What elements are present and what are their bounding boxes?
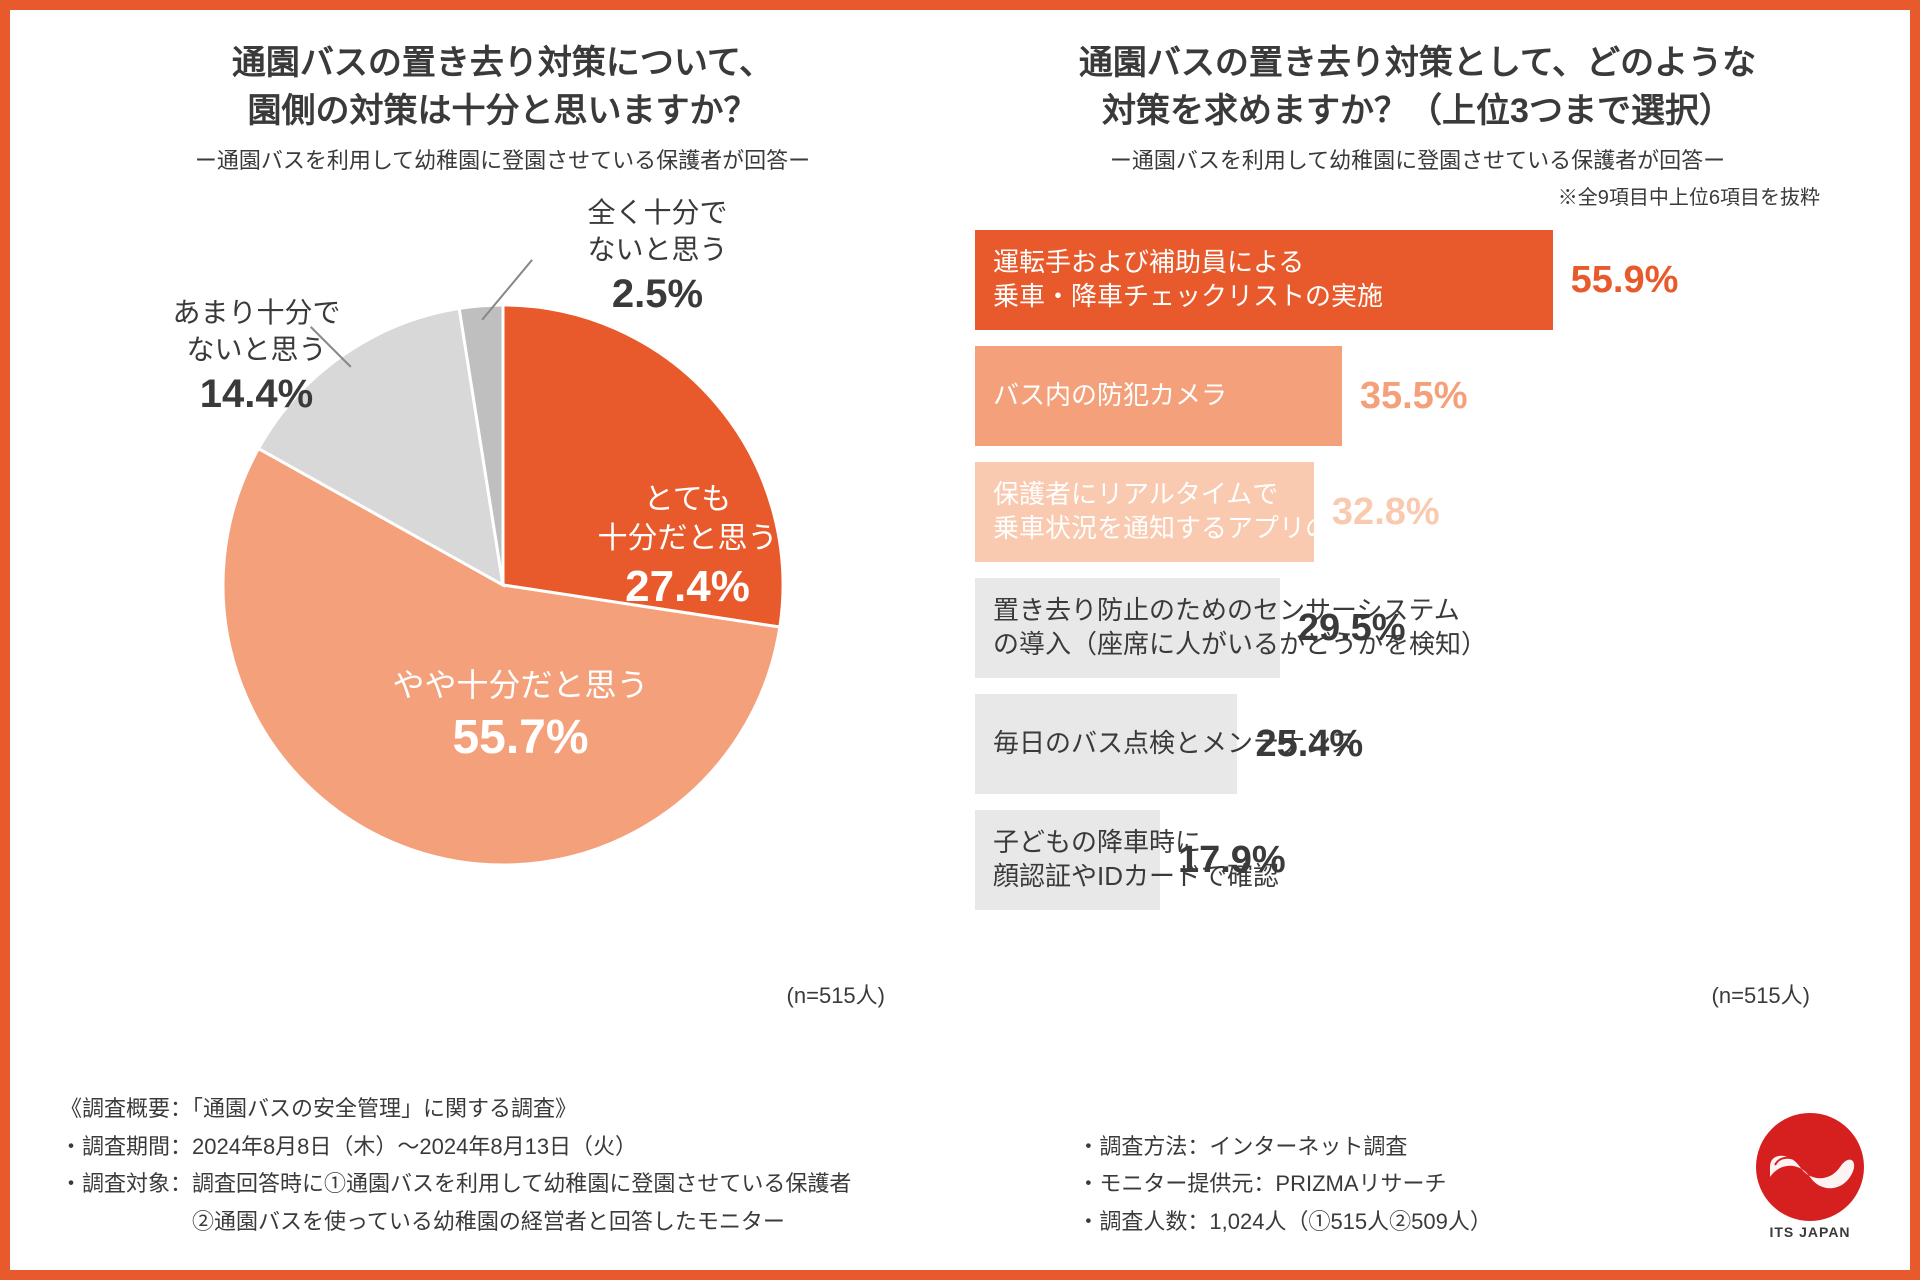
bar-value: 29.5%: [1298, 607, 1406, 650]
left-subtitle: ー通園バスを利用して幼稚園に登園させている保護者が回答ー: [60, 143, 945, 175]
right-subtitle: ー通園バスを利用して幼稚園に登園させている保護者が回答ー: [975, 143, 1860, 175]
bar-label: 運転手および補助員による乗車・降車チェックリストの実施: [993, 246, 1383, 314]
bar-row: 運転手および補助員による乗車・降車チェックリストの実施 55.9%: [975, 230, 1820, 330]
bar-row: 置き去り防止のためのセンサーシステムの導入（座席に人がいるかどうかを検知）29.…: [975, 578, 1820, 678]
right-excerpt: ※全9項目中上位6項目を抜粋: [975, 181, 1860, 210]
bar-value: 55.9%: [1571, 259, 1679, 302]
infographic-container: 通園バスの置き去り対策について、 園側の対策は十分と思いますか？ ー通園バスを利…: [0, 0, 1920, 1280]
bar-body: 子どもの降車時に顔認証やIDカードで確認: [975, 810, 1160, 910]
bar-label: バス内の防犯カメラ: [993, 379, 1227, 413]
left-n-note: (n=515人): [787, 978, 885, 1010]
left-title-line2: 園側の対策は十分と思いますか？: [248, 92, 758, 130]
pie-slice-label: とても十分だと思う27.4%: [598, 480, 778, 615]
bar-row: 毎日のバス点検とメンテナンス 25.4%: [975, 694, 1820, 794]
pie-slice-label: あまり十分でないと思う14.4%: [173, 295, 341, 420]
bar-body: 運転手および補助員による乗車・降車チェックリストの実施: [975, 230, 1553, 330]
pie-slice-label: やや十分だと思う55.7%: [393, 665, 649, 769]
footer-target-l2: ②通園バスを使っている幼稚園の経営者と回答したモニター: [60, 1203, 1077, 1240]
footer-period: ・調査期間：2024年8月8日（木）～2024年8月13日（火）: [60, 1128, 1077, 1165]
bar-row: バス内の防犯カメラ 35.5%: [975, 346, 1820, 446]
logo-icon: [1750, 1107, 1870, 1227]
bar-body: 毎日のバス点検とメンテナンス: [975, 694, 1237, 794]
bar-body: 置き去り防止のためのセンサーシステムの導入（座席に人がいるかどうかを検知）: [975, 578, 1280, 678]
bar-label: 保護者にリアルタイムで乗車状況を通知するアプリの導入: [993, 478, 1383, 546]
bar-body: 保護者にリアルタイムで乗車状況を通知するアプリの導入: [975, 462, 1314, 562]
footer-col2: ・調査方法：インターネット調査 ・モニター提供元：PRIZMAリサーチ ・調査人…: [1077, 1090, 1860, 1240]
pie-slice-label: 全く十分でないと思う2.5%: [588, 195, 728, 320]
pie-chart: とても十分だと思う27.4%やや十分だと思う55.7%あまり十分でないと思う14…: [193, 245, 813, 865]
footer-survey-title: 《調査概要：「通園バスの安全管理」に関する調査》: [60, 1090, 1077, 1127]
footer-monitor: ・モニター提供元：PRIZMAリサーチ: [1077, 1165, 1860, 1202]
footer-col1: 《調査概要：「通園バスの安全管理」に関する調査》 ・調査期間：2024年8月8日…: [60, 1090, 1077, 1240]
footer-count: ・調査人数：1,024人（①515人②509人）: [1077, 1203, 1860, 1240]
left-title-line1: 通園バスの置き去り対策について、: [232, 44, 773, 82]
left-panel: 通園バスの置き去り対策について、 園側の対策は十分と思いますか？ ー通園バスを利…: [60, 40, 945, 1240]
bar-value: 17.9%: [1178, 839, 1286, 882]
bar-body: バス内の防犯カメラ: [975, 346, 1342, 446]
bar-chart: 運転手および補助員による乗車・降車チェックリストの実施 55.9% バス内の防犯カメ…: [975, 230, 1860, 910]
bar-label: 置き去り防止のためのセンサーシステムの導入（座席に人がいるかどうかを検知）: [993, 594, 1487, 662]
bar-value: 35.5%: [1360, 375, 1468, 418]
bar-row: 子どもの降車時に顔認証やIDカードで確認 17.9%: [975, 810, 1820, 910]
bar-row: 保護者にリアルタイムで乗車状況を通知するアプリの導入32.8%: [975, 462, 1820, 562]
right-title-line2: 対策を求めますか？（上位3つまで選択）: [1102, 92, 1733, 130]
bar-value: 32.8%: [1332, 491, 1440, 534]
right-n-note: (n=515人): [1712, 978, 1810, 1010]
bar-value: 25.4%: [1255, 723, 1363, 766]
footer: 《調査概要：「通園バスの安全管理」に関する調査》 ・調査期間：2024年8月8日…: [60, 1090, 1860, 1240]
logo: ITS JAPAN: [1750, 1107, 1870, 1240]
footer-target-l1: ・調査対象：調査回答時に①通園バスを利用して幼稚園に登園させている保護者: [60, 1165, 1077, 1202]
footer-method: ・調査方法：インターネット調査: [1077, 1128, 1860, 1165]
right-title-line1: 通園バスの置き去り対策として、どのような: [1079, 44, 1756, 82]
left-title: 通園バスの置き去り対策について、 園側の対策は十分と思いますか？: [60, 40, 945, 135]
right-panel: 通園バスの置き去り対策として、どのような 対策を求めますか？（上位3つまで選択）…: [975, 40, 1860, 1240]
right-title: 通園バスの置き去り対策として、どのような 対策を求めますか？（上位3つまで選択）: [975, 40, 1860, 135]
